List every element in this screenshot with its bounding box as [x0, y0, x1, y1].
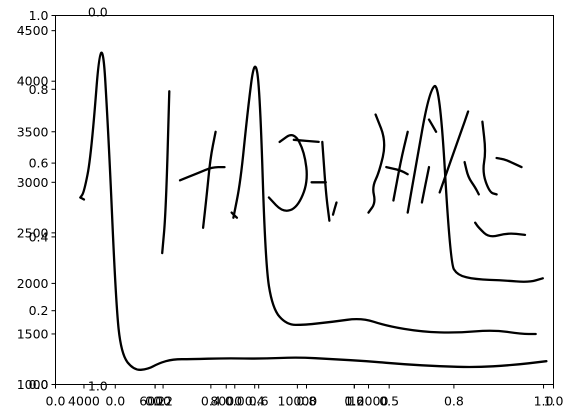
overlay-x-tick-label: 0.6	[344, 394, 364, 409]
inset2-x-tick-label: 1.0	[534, 394, 554, 409]
bottom-overlay-label: 1.0	[88, 379, 108, 394]
overlay-x-tick-label: 0.2	[145, 394, 165, 409]
inset2-x-tick-label: 0.0	[225, 394, 245, 409]
ticks-layer: 100015002000250030003500400045000.00.20.…	[17, 5, 564, 409]
series-line	[79, 51, 548, 371]
y-tick-label: 3500	[17, 124, 49, 139]
handwriting-stroke	[161, 90, 171, 255]
handwriting-stroke	[463, 160, 480, 196]
inset1-x-tick-label: 0.6	[249, 394, 269, 409]
x-tick-label: 6000	[139, 394, 171, 409]
series-line	[232, 65, 537, 336]
series-layer	[79, 51, 548, 371]
inset1-x-tick-label: 0.4	[201, 394, 221, 409]
x-tick-label: 8000	[210, 394, 242, 409]
handwriting-stroke	[392, 130, 409, 202]
handwriting-stroke	[438, 110, 470, 194]
handwriting-stroke	[267, 134, 308, 212]
overlay-y-tick-label: 0.8	[29, 82, 49, 97]
top-overlay-label: 0.0	[88, 5, 108, 20]
handwriting-stroke	[230, 211, 239, 219]
overlay-x-tick-label: 0.8	[444, 394, 464, 409]
handwriting-stroke	[420, 165, 431, 204]
handwriting-stroke	[427, 118, 438, 133]
y-tick-label: 2500	[17, 225, 49, 240]
handwriting-stroke	[331, 201, 338, 216]
plot-frame	[55, 15, 554, 385]
handwriting-stroke	[292, 138, 320, 144]
handwriting-stroke	[367, 113, 386, 214]
overlay-y-tick-label: 0.2	[29, 303, 49, 318]
handwriting-layer	[79, 90, 527, 255]
handwriting-stroke	[178, 165, 226, 182]
inset1-x-tick-label: 0.8	[297, 394, 317, 409]
handwriting-stroke	[474, 221, 527, 238]
overlay-y-tick-label: 0.0	[29, 377, 49, 392]
y-tick-label: 4000	[17, 74, 49, 89]
handwriting-stroke	[79, 196, 86, 201]
x-tick-label: 12000	[349, 394, 389, 409]
x-tick-label: 4000	[68, 394, 100, 409]
handwriting-stroke	[201, 130, 217, 229]
overlay-x-tick-label: 0.0	[46, 394, 66, 409]
handwriting-stroke	[321, 140, 331, 222]
overlay-x-tick-label: 1.0	[544, 394, 564, 409]
handwriting-stroke	[495, 156, 523, 169]
y-tick-label: 1000	[17, 377, 49, 392]
y-tick-label: 3000	[17, 175, 49, 190]
y-tick-label: 4500	[17, 23, 49, 38]
handwriting-stroke	[481, 120, 498, 196]
handwriting-stroke	[385, 165, 409, 176]
overlay-x-tick-label: 0.4	[245, 394, 265, 409]
overlay-y-tick-label: 1.0	[29, 8, 49, 23]
inset1-x-tick-label: 0.2	[153, 394, 173, 409]
inset1-x-tick-label: 1.0	[344, 394, 364, 409]
overlay-y-tick-label: 0.6	[29, 156, 49, 171]
series-line	[406, 85, 544, 283]
y-tick-label: 2000	[17, 276, 49, 291]
inset2-x-tick-label: 0.5	[379, 394, 399, 409]
y-tick-label: 1500	[17, 326, 49, 341]
overlay-y-tick-label: 0.4	[29, 229, 49, 244]
x-tick-label: 10000	[278, 394, 318, 409]
inset1-x-tick-label: 0.0	[105, 394, 125, 409]
